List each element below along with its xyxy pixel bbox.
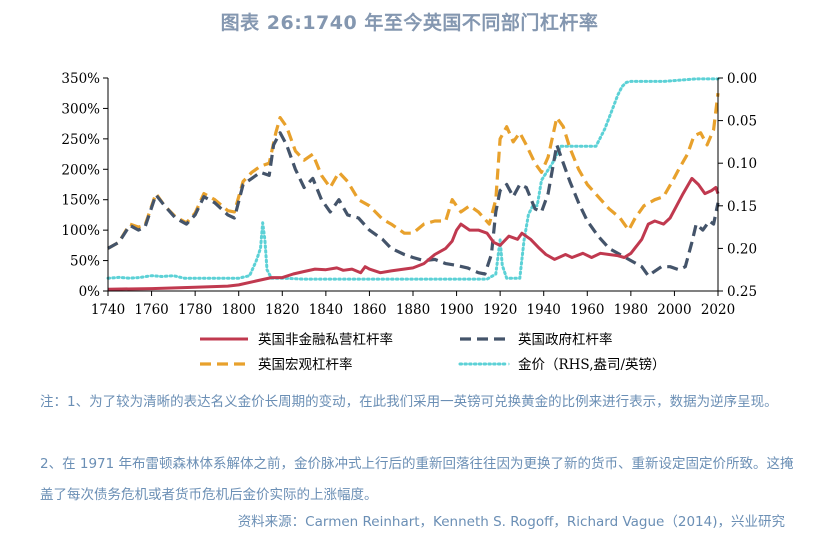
y-left-tick-label: 50% [70, 254, 100, 270]
x-tick-label: 1900 [439, 302, 473, 318]
legend-label-3: 金价（RHS,盎司/英镑） [518, 356, 666, 373]
source-note: 资料来源：Carmen Reinhart，Kenneth S. Rogoff，R… [237, 514, 785, 530]
x-tick-label: 1860 [352, 302, 386, 318]
y-left-tick-label: 350% [61, 71, 100, 87]
y-left-tick-label: 100% [61, 223, 100, 239]
x-tick-label: 1920 [483, 302, 517, 318]
x-tick-label: 1840 [309, 302, 343, 318]
x-tick-label: 2000 [657, 302, 691, 318]
series-line-2 [107, 93, 720, 250]
series-line-3 [106, 77, 720, 281]
footnote-1: 注：1、为了较为清晰的表达名义金价长周期的变动，在此我们采用一英镑可兑换黄金的比… [40, 394, 778, 410]
y-right-tick-label: 0.15 [727, 199, 757, 215]
x-tick-label: 1820 [265, 302, 299, 318]
x-tick-label: 1800 [222, 302, 256, 318]
y-right-tick-label: 0.05 [727, 114, 757, 130]
legend-label-1: 英国政府杠杆率 [518, 331, 613, 348]
y-right-tick-label: 0.20 [727, 241, 757, 257]
x-tick-label: 1880 [396, 302, 430, 318]
x-tick-label: 1940 [527, 302, 561, 318]
x-tick-label: 1780 [178, 302, 212, 318]
y-right-tick-label: 0.00 [727, 71, 757, 87]
page-title: 图表 26:1740 年至今英国不同部门杠杆率 [220, 12, 599, 34]
x-tick-label: 1980 [614, 302, 648, 318]
chart-svg: 1740 1760 1780 1800 1820 1840 1860 1880 1900 1920… [61, 71, 757, 373]
series-lines [106, 77, 720, 291]
series-line-0 [107, 176, 720, 291]
x-tick-label: 1760 [134, 302, 168, 318]
x-tick-label: 1960 [570, 302, 604, 318]
y-left-tick-label: 0% [79, 284, 101, 300]
y-right-tick-label: 0.10 [727, 156, 757, 172]
y-right-tick-label: 0.25 [727, 284, 757, 300]
y-left-tick-label: 300% [61, 101, 100, 117]
tick-group: 1740 1760 1780 1800 1820 1840 1860 1880 1900 1920… [61, 71, 757, 318]
series-line-1 [107, 131, 720, 278]
y-left-tick-label: 150% [61, 193, 100, 209]
legend-label-0: 英国非金融私营杠杆率 [258, 331, 393, 348]
legend-label-2: 英国宏观杠杆率 [258, 356, 353, 373]
x-tick-label: 1740 [91, 302, 125, 318]
x-tick-label: 2020 [701, 302, 735, 318]
y-left-tick-label: 200% [61, 162, 100, 178]
y-left-tick-label: 250% [61, 132, 100, 148]
footnote-2: 2、在 1971 年布雷顿森林体系解体之前，金价脉冲式上行后的重新回落往往因为更… [40, 456, 794, 503]
